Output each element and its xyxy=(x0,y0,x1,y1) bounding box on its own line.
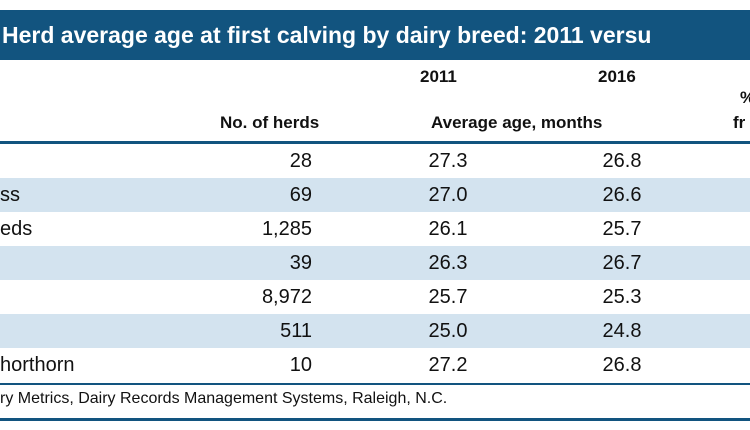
age-2011-cell: 25.0 xyxy=(428,320,468,342)
header-year-2016: 2016 xyxy=(598,67,636,86)
age-2011-cell: 26.3 xyxy=(428,252,468,274)
table-row: 28 27.3 26.8 xyxy=(0,144,750,178)
breed-cell: horthorn xyxy=(0,354,75,376)
herds-cell: 28 xyxy=(289,150,312,172)
age-2016-cell: 26.8 xyxy=(602,354,642,376)
table-row: ss 69 27.0 26.6 xyxy=(0,178,750,212)
age-2011-cell: 27.3 xyxy=(428,150,468,172)
table-row: horthorn 10 27.2 26.8 xyxy=(0,348,750,382)
age-2016-cell: 26.8 xyxy=(602,150,642,172)
age-2011-cell: 27.2 xyxy=(428,354,468,376)
herds-cell: 10 xyxy=(289,354,312,376)
table-row: 511 25.0 24.8 xyxy=(0,314,750,348)
header-rule xyxy=(0,141,750,144)
age-2011-cell: 26.1 xyxy=(428,218,468,240)
herds-cell: 69 xyxy=(289,184,312,206)
age-2011-cell: 25.7 xyxy=(428,286,468,308)
age-2016-cell: 26.7 xyxy=(602,252,642,274)
herds-cell: 511 xyxy=(280,320,312,342)
header-year-2011: 2011 xyxy=(420,67,457,86)
table-row: 39 26.3 26.7 xyxy=(0,246,750,280)
table-row: 8,972 25.7 25.3 xyxy=(0,280,750,314)
header-partial-from: fr xyxy=(733,113,746,132)
footer-rule xyxy=(0,383,750,385)
age-2016-cell: 25.7 xyxy=(602,218,642,240)
bottom-rule xyxy=(0,418,750,421)
age-2011-cell: 27.0 xyxy=(428,184,468,206)
source-note: ry Metrics, Dairy Records Management Sys… xyxy=(0,390,448,407)
table-title: Herd average age at first calving by dai… xyxy=(0,10,750,60)
herds-cell: 39 xyxy=(289,252,312,274)
header-partial-percent: % xyxy=(740,88,750,108)
breed-cell: eds xyxy=(0,218,33,240)
breed-cell: ss xyxy=(0,184,20,206)
table-row: eds 1,285 26.1 25.7 xyxy=(0,212,750,246)
herds-cell: 8,972 xyxy=(261,286,312,308)
header-average-age: Average age, months xyxy=(431,113,603,132)
header-no-of-herds: No. of herds xyxy=(220,113,320,132)
age-2016-cell: 24.8 xyxy=(602,320,642,342)
age-2016-cell: 25.3 xyxy=(602,286,642,308)
herds-cell: 1,285 xyxy=(261,218,312,240)
age-2016-cell: 26.6 xyxy=(602,184,642,206)
